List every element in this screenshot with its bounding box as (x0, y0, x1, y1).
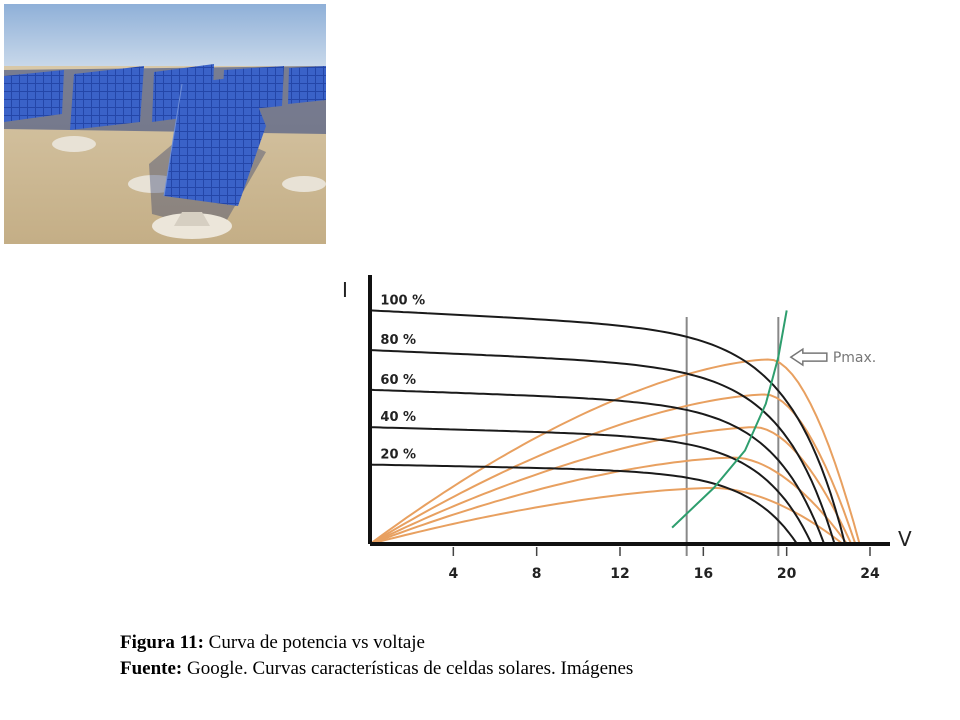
current-curve-5 (369, 463, 798, 545)
x-tick-label-6: 24 (860, 566, 880, 582)
solar-panel-photo (4, 4, 326, 244)
source-text: Google. Curvas características de celdas… (182, 658, 634, 679)
x-tick-label-1: 4 (448, 566, 458, 582)
figure-title: Curva de potencia vs voltaje (203, 632, 425, 653)
current-curve-1 (369, 309, 846, 545)
x-tick-label-2: 8 (532, 566, 542, 582)
irradiance-label-4: 40 % (380, 410, 416, 425)
power-voltage-chart: 100 % 80 % 60 % 40 % 20 % I V 4 8 12 16 20 24 Pmax. (342, 275, 912, 582)
x-axis-label: V (898, 527, 912, 551)
figure-caption: Figura 11: Curva de potencia vs voltaje … (120, 630, 940, 682)
power-curve-4 (369, 456, 848, 545)
max-power-locus-line (671, 310, 788, 529)
irradiance-label-5: 20 % (380, 448, 416, 463)
power-curve-1 (369, 358, 861, 545)
source-label: Fuente: (120, 658, 183, 679)
irradiance-label-3: 60 % (380, 373, 416, 388)
figure-label: Figura 11: (120, 632, 204, 653)
power-curve-5 (369, 486, 844, 545)
caption-line-1: Figura 11: Curva de potencia vs voltaje (120, 630, 940, 656)
pmax-arrow-icon (789, 347, 828, 367)
irradiance-label-2: 80 % (380, 333, 416, 348)
y-axis-label: I (342, 278, 348, 302)
power-curve-3 (369, 426, 853, 545)
x-tick-label-4: 16 (694, 566, 713, 582)
power-curve-2 (369, 393, 857, 545)
x-tick-label-5: 20 (777, 566, 797, 582)
current-curve-3 (369, 388, 826, 545)
current-curve-2 (369, 349, 836, 545)
current-curve-4 (369, 426, 813, 545)
pmax-annotation: Pmax. (833, 350, 876, 366)
x-tick-label-3: 12 (610, 566, 629, 582)
irradiance-label-1: 100 % (380, 293, 425, 308)
caption-line-2: Fuente: Google. Curvas características d… (120, 656, 940, 682)
